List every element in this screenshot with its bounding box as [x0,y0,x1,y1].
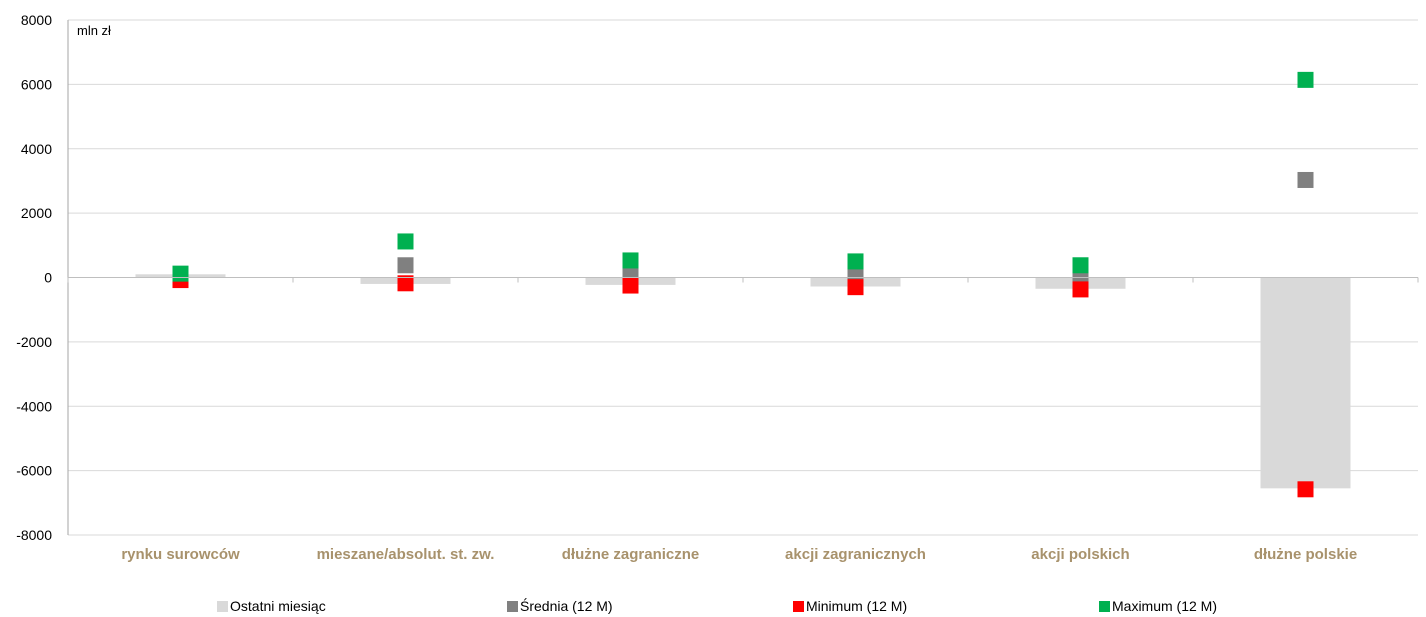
data-marker [397,257,414,274]
legend-label: Średnia (12 M) [520,597,613,614]
legend-swatch [507,601,518,612]
y-tick-label: -4000 [16,398,52,414]
data-marker [1072,257,1089,274]
y-tick-label: 4000 [21,141,52,157]
category-label: mieszane/absolut. st. zw. [317,546,495,563]
legend-label: Maximum (12 M) [1112,598,1217,614]
bar-series [135,274,1351,489]
unit-label: mln zł [77,23,111,38]
y-tick-label: -6000 [16,463,52,479]
y-tick-label: 8000 [21,12,52,28]
data-marker [622,277,639,294]
y-tick-label: 2000 [21,205,52,221]
data-marker [1297,171,1314,188]
category-label: dłużne zagraniczne [562,546,700,563]
data-marker [172,265,189,282]
bar [1260,277,1351,489]
legend-label: Ostatni miesiąc [230,598,326,614]
legend-swatch [793,601,804,612]
y-tick-label: -8000 [16,527,52,543]
category-label: akcji polskich [1031,546,1129,563]
data-marker [622,252,639,269]
legend-swatch [1099,601,1110,612]
legend: Ostatni miesiąc Średnia (12 M) Minimum (12… [217,597,1217,614]
data-marker [847,279,864,296]
y-tick-label: 6000 [21,76,52,92]
marker-series [172,71,1314,498]
legend-label: Minimum (12 M) [806,598,907,614]
data-marker [1297,71,1314,88]
data-marker [397,275,414,292]
data-marker [1072,281,1089,298]
data-marker [1297,481,1314,498]
gridlines [68,19,1418,536]
y-tick-label: -2000 [16,334,52,350]
x-axis-categories: rynku surowców mieszane/absolut. st. zw. d… [121,546,1357,563]
y-tick-label: 0 [44,270,52,286]
legend-swatch [217,601,228,612]
axes [67,20,1419,535]
category-label: rynku surowców [121,546,240,563]
category-label: dłużne polskie [1254,546,1357,563]
data-marker [847,253,864,270]
data-marker [397,233,414,250]
y-axis-ticks: 8000 6000 4000 2000 0 -2000 -4000 -6000 -8000 [16,12,52,543]
category-label: akcji zagranicznych [785,546,926,563]
